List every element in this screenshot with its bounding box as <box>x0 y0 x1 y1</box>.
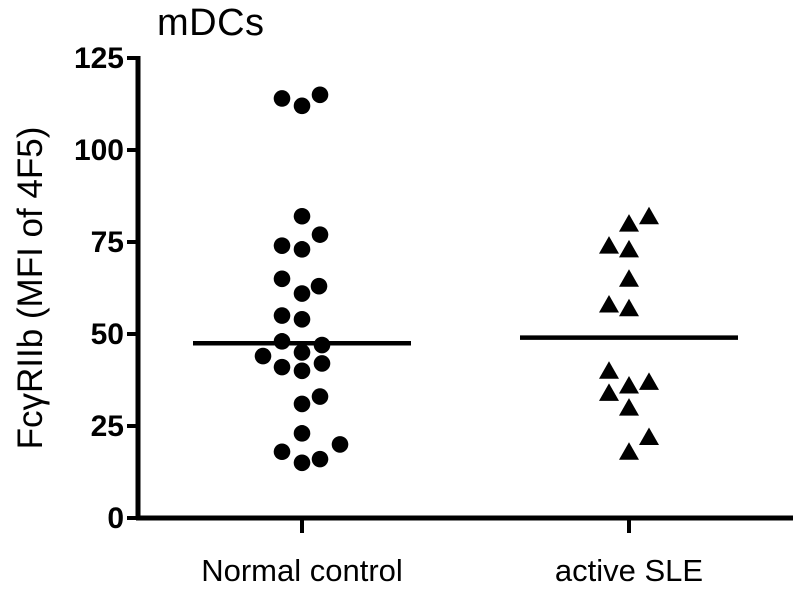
data-point-triangle <box>619 298 639 317</box>
data-point-circle <box>293 454 311 472</box>
data-point-circle <box>273 333 291 350</box>
data-point-triangle <box>599 295 619 313</box>
y-tick-label: 75 <box>91 226 124 259</box>
data-point-triangle <box>639 427 659 446</box>
data-point-circle <box>311 226 329 243</box>
data-point-circle <box>293 362 311 380</box>
y-tick-label: 50 <box>91 318 124 351</box>
data-point-triangle <box>599 361 619 379</box>
data-point-circle <box>311 86 329 104</box>
data-point-triangle <box>619 214 639 232</box>
data-point-circle <box>293 207 311 225</box>
data-point-triangle <box>619 239 639 258</box>
data-point-circle <box>331 436 349 453</box>
category-label: active SLE <box>555 553 703 588</box>
data-point-circle <box>273 90 291 107</box>
data-point-circle <box>273 358 291 376</box>
data-point-circle <box>293 310 311 328</box>
data-point-circle <box>293 344 311 361</box>
y-tick-label: 100 <box>74 134 124 167</box>
data-point-circle <box>310 277 328 295</box>
data-point-circle <box>313 336 331 354</box>
y-tick-label: 0 <box>107 502 124 535</box>
data-point-circle <box>311 450 329 468</box>
category-label: Normal control <box>201 553 403 588</box>
data-point-circle <box>311 388 329 405</box>
data-point-circle <box>293 97 311 115</box>
data-point-triangle <box>619 376 639 394</box>
data-point-triangle <box>639 372 659 390</box>
data-point-triangle <box>599 236 619 254</box>
data-point-triangle <box>639 206 659 225</box>
data-point-triangle <box>619 398 639 416</box>
data-point-circle <box>273 443 291 461</box>
data-point-circle <box>273 307 291 324</box>
data-point-circle <box>273 270 291 288</box>
data-point-triangle <box>619 269 639 287</box>
data-point-circle <box>293 395 311 413</box>
data-point-triangle <box>599 383 619 401</box>
data-point-circle <box>273 237 291 254</box>
y-tick-label: 125 <box>74 42 124 75</box>
data-point-circle <box>293 425 311 442</box>
data-point-circle <box>254 347 272 365</box>
figure-title: mDCs <box>157 2 265 44</box>
data-point-circle <box>313 355 331 372</box>
data-point-circle <box>293 285 311 302</box>
data-point-triangle <box>619 442 639 460</box>
y-tick-label: 25 <box>91 410 124 443</box>
data-point-circle <box>293 241 311 258</box>
